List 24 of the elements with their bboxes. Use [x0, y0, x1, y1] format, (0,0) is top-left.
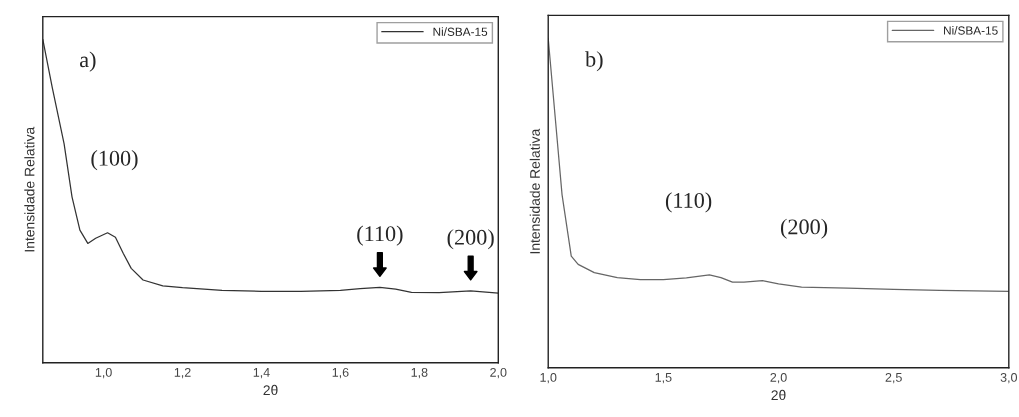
- x-tick-label: 3,0: [1000, 372, 1018, 384]
- legend-label: Ni/SBA-15: [433, 27, 488, 36]
- annotation: a): [80, 51, 96, 72]
- x-axis-title: 2θ: [263, 384, 278, 396]
- annotation: (100): [91, 150, 138, 171]
- y-axis-title: Intensidade Relativa: [24, 126, 35, 252]
- annotation: (200): [780, 218, 828, 239]
- y-axis-title: Intensidade Relativa: [529, 128, 540, 254]
- x-tick-label: 2,0: [770, 372, 787, 384]
- annotation: b): [585, 51, 603, 72]
- x-tick-label: 2,0: [490, 367, 507, 379]
- x-tick-label: 1,4: [253, 368, 270, 379]
- x-tick-label: 1,8: [411, 367, 428, 379]
- legend-label: Ni/SBA-15: [944, 26, 998, 35]
- x-tick-label: 1,5: [655, 373, 672, 384]
- x-tick-label: 2,5: [885, 372, 902, 384]
- annotation: (110): [665, 192, 712, 213]
- x-tick-label: 1,0: [540, 372, 557, 384]
- x-tick-label: 1,0: [95, 367, 112, 379]
- x-axis-title: 2θ: [771, 389, 786, 401]
- annotation: (200): [447, 229, 494, 250]
- annotation: (110): [357, 225, 403, 246]
- x-tick-label: 1,6: [332, 367, 349, 379]
- x-tick-label: 1,2: [174, 367, 191, 379]
